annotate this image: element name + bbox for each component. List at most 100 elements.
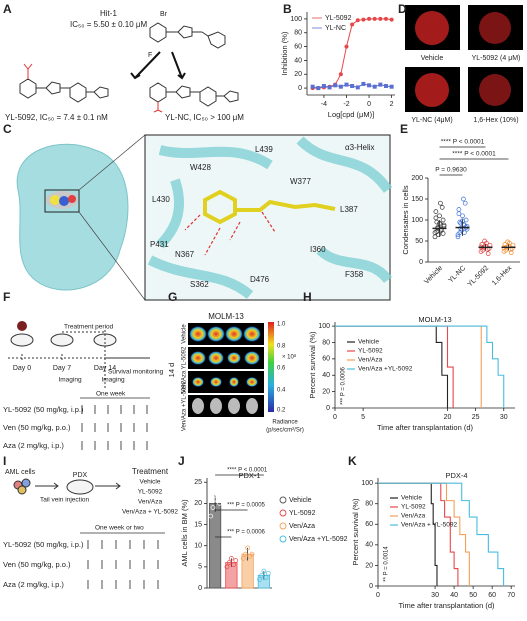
y-tick-label: 60 [365,521,373,528]
label: Vehicle [140,479,161,486]
significance-label: **** P < 0.0001 [227,468,268,474]
data-point [361,81,366,86]
legend-marker [279,522,287,530]
residue-label: W377 [290,177,311,186]
image-label: YL-5092 (4 μM) [472,55,521,62]
y-tick-label: 25 [194,479,202,486]
x-tick-label: 25 [472,414,480,421]
data-point [355,85,360,90]
x-axis-label: Time after transplantation (d) [377,423,474,432]
panel-letter: C [3,122,12,136]
x-axis-label: Time after transplantation (d) [398,601,495,610]
data-point [210,505,216,510]
significance-label: ** P = 0.0014 [384,546,390,582]
schedule-scheme [8,321,150,390]
residue-label: W428 [190,163,211,172]
y-tick-label: 200 [411,175,423,182]
label: Tail vein injection [40,497,90,504]
data-point [485,251,491,256]
data-point [245,545,250,551]
data-point [338,84,343,89]
y-tick-label: 0 [326,405,330,412]
label: Ven (50 mg/kg, p.o.) [3,560,71,569]
residue-label: S362 [190,280,209,289]
significance-label: P = 0.9630 [435,167,467,174]
label: 1.0 [277,322,286,328]
y-axis-label: Inhibition (%) [280,31,289,75]
x-tick-label: 60 [488,592,496,599]
x-tick-label: -2 [343,101,349,108]
x-tick-label: YL-NC [447,265,467,285]
data-point [333,83,338,88]
data-point [214,492,220,498]
x-tick-label: 30 [500,414,508,421]
legend-label: Vehicle [358,339,379,346]
residue-label: L387 [340,205,358,214]
data-point [440,217,446,223]
survival-curve [378,482,459,586]
data-point [383,84,388,89]
y-tick-label: 100 [318,323,330,330]
label: YL-5092, IC₅₀ = 7.4 ± 0.1 nM [5,113,108,122]
label: Day 7 [53,365,71,372]
bar [209,502,222,589]
x-tick-label: -4 [321,101,327,108]
data-point [367,83,372,88]
label: Aza (2 mg/kg, i.p.) [3,441,64,450]
survival-curve [378,482,505,586]
label: One week [96,391,126,398]
panel-letter: I [3,454,6,468]
label: One week or two [95,525,144,532]
image-label: YL-NC (4μM) [411,117,452,124]
y-tick-label: 40 [322,372,330,379]
data-point [316,86,321,91]
legend-label: Ven/Aza [289,523,315,530]
data-point [433,209,439,214]
y-axis-label: Percent survival (%) [351,498,360,566]
legend-label: YL-5092 [401,504,426,511]
data-point [338,72,343,77]
data-point [433,215,439,221]
data-point [226,560,232,565]
y-tick-label: 15 [194,521,202,528]
y-tick-label: 80 [365,501,373,508]
molecules [19,22,239,113]
label: (p/sec/cm²/Sr) [266,428,304,434]
y-tick-label: 150 [411,196,423,203]
label: MOLM-13 [208,312,244,321]
data-point [508,250,514,256]
residue-label: α3-Helix [345,143,375,152]
y-axis-label: Condensates in cells [401,185,410,254]
panel-letter: H [303,290,312,304]
legend-label: Ven/Aza [358,357,383,364]
legend-label: Ven/Aza +YL-5092 [358,366,413,373]
data-point [389,84,394,89]
data-point [367,16,372,21]
data-point [327,85,332,90]
y-tick-label: 40 [294,57,302,64]
label: Br [160,11,168,18]
label: 14 d [167,363,176,378]
label: IC₅₀ = 5.50 ± 0.10 μM [70,20,147,29]
x-tick-label: 0 [333,414,337,421]
label: Survival monitoring [108,369,164,376]
data-point [437,213,442,219]
panel-letter: A [3,2,12,16]
label: Treatment [132,467,169,476]
data-point [461,221,466,227]
label: Day 14 [94,365,116,372]
legend-marker [279,496,287,504]
x-tick-label: 30 [431,592,439,599]
x-tick-label: 2 [390,101,394,108]
significance-label: *** P = 0.0005 [227,503,265,509]
residue-label: P431 [150,240,169,249]
residue-label: L430 [152,195,170,204]
legend-marker [279,509,287,517]
data-point [261,568,267,574]
y-tick-label: 80 [294,30,302,37]
data-point [505,239,510,245]
significance-label: **** P < 0.0001 [452,151,496,158]
data-point [455,234,461,240]
data-point [231,562,236,568]
data-point [372,84,377,89]
